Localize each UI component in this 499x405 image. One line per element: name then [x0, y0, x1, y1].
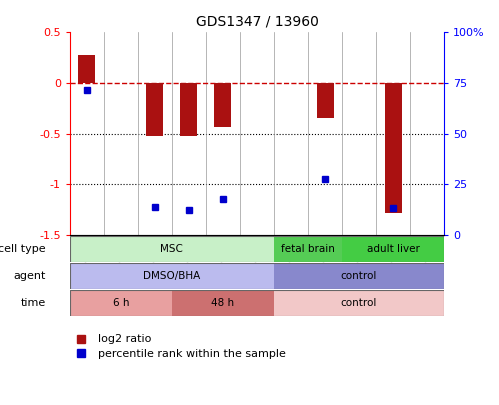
Bar — [146, 83, 163, 136]
Text: 6 h: 6 h — [113, 298, 129, 308]
Bar — [385, 83, 402, 213]
Text: fetal brain: fetal brain — [281, 244, 335, 254]
Text: control: control — [341, 271, 377, 281]
Bar — [172, 290, 274, 316]
Text: time: time — [21, 298, 46, 308]
Text: control: control — [341, 298, 377, 308]
Text: adult liver: adult liver — [367, 244, 420, 254]
Bar — [181, 83, 198, 136]
Bar — [70, 263, 274, 289]
Text: DMSO/BHA: DMSO/BHA — [143, 271, 201, 281]
Text: agent: agent — [13, 271, 46, 281]
Text: cell type: cell type — [0, 244, 46, 254]
Bar — [274, 290, 444, 316]
Bar — [316, 83, 333, 119]
Bar — [78, 55, 95, 83]
Bar — [274, 263, 444, 289]
Legend: log2 ratio, percentile rank within the sample: log2 ratio, percentile rank within the s… — [65, 330, 290, 363]
Bar — [70, 236, 274, 262]
Text: 48 h: 48 h — [212, 298, 235, 308]
Bar — [215, 83, 232, 126]
Bar — [274, 236, 342, 262]
Title: GDS1347 / 13960: GDS1347 / 13960 — [196, 15, 318, 28]
Bar — [342, 236, 444, 262]
Bar — [70, 290, 172, 316]
Text: MSC: MSC — [161, 244, 183, 254]
